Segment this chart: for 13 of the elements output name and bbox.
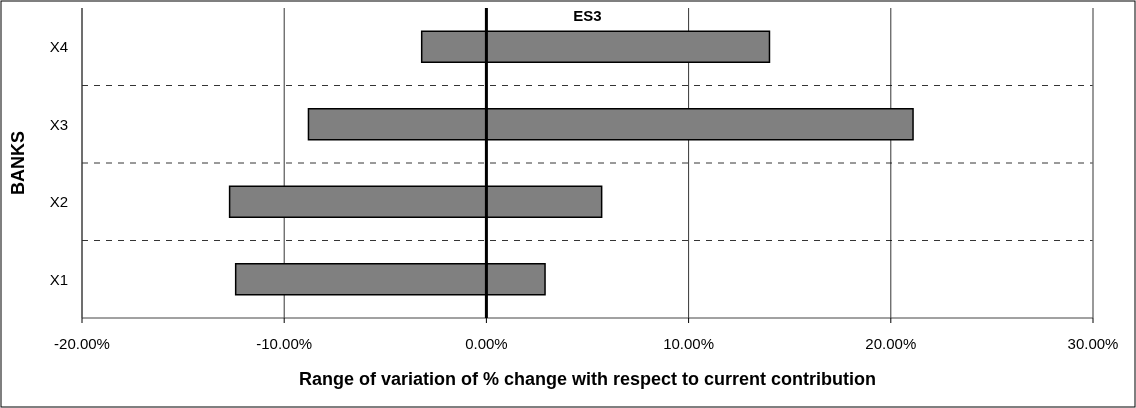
- x-tick-label: -20.00%: [54, 335, 110, 352]
- x-tick-label: 0.00%: [465, 335, 508, 352]
- y-tick-label: X4: [49, 38, 68, 55]
- x-tick-label: 20.00%: [865, 335, 917, 352]
- y-tick-label: X3: [49, 115, 68, 133]
- x-tick-label: 10.00%: [663, 335, 715, 352]
- chart-title: ES3: [573, 7, 602, 24]
- y-axis-title: BANKS: [8, 130, 28, 196]
- x-axis-title: Range of variation of % change with respect to current contribution: [298, 369, 877, 389]
- y-tick-label: X1: [49, 270, 68, 288]
- x-tick-label: 30.00%: [1067, 335, 1119, 352]
- x-tick-label: -10.00%: [256, 335, 313, 352]
- y-tick-label: X2: [49, 193, 68, 210]
